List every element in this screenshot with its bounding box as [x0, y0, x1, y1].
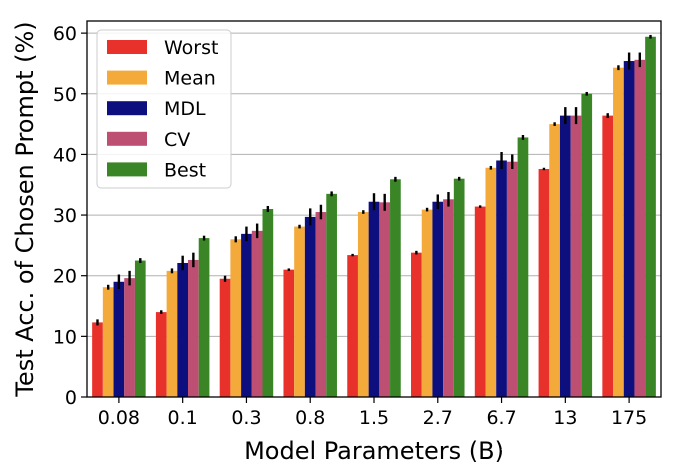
x-axis-label: Model Parameters (B) [244, 437, 504, 465]
y-tick-label: 10 [53, 326, 77, 348]
bar-mean-6.7 [485, 167, 497, 397]
bar-best-2.7 [453, 178, 465, 397]
watermark: 知乎 @避暑山庄梁朝伟 [501, 434, 676, 454]
x-tick-label: 1.5 [359, 407, 389, 429]
bar-worst-2.7 [411, 252, 422, 397]
bar-mean-0.08 [102, 287, 114, 397]
y-tick-label: 30 [53, 205, 77, 227]
bar-worst-0.3 [219, 278, 231, 397]
x-axis-ticks: 0.08 0.1 0.3 0.8 1.5 2.7 6.7 13 175 [98, 397, 647, 429]
legend-swatch-best [107, 162, 147, 177]
bar-mdl-0.1 [177, 262, 189, 397]
bar-mean-0.1 [166, 270, 178, 397]
bar-cv-0.8 [315, 212, 327, 397]
bar-worst-6.7 [474, 206, 486, 397]
x-tick-label: 2.7 [423, 407, 453, 429]
bar-mdl-2.7 [432, 201, 444, 397]
error-bars [96, 34, 652, 326]
bar-best-0.1 [198, 238, 210, 397]
bar-mean-175 [613, 67, 624, 397]
legend-label-worst: Worst [164, 37, 218, 59]
legend-label-mean: Mean [164, 68, 216, 90]
x-tick-label: 0.1 [168, 407, 198, 429]
bar-best-0.08 [134, 260, 146, 397]
bar-mdl-0.3 [241, 233, 252, 397]
bar-mdl-1.5 [368, 201, 380, 397]
bar-cv-0.08 [124, 278, 135, 397]
y-tick-label: 50 [53, 84, 77, 106]
bar-cv-0.3 [251, 230, 263, 397]
bar-worst-175 [602, 115, 614, 398]
bar-worst-13 [538, 168, 550, 397]
legend-label-best: Best [164, 159, 206, 181]
legend-label-cv: CV [164, 129, 190, 151]
bar-worst-0.1 [155, 312, 167, 397]
bar-worst-0.8 [283, 269, 295, 397]
legend: Worst Mean MDL CV Best [96, 29, 232, 189]
legend-swatch-mean [107, 70, 147, 85]
x-tick-label: 0.8 [295, 407, 325, 429]
x-tick-label: 0.08 [98, 407, 140, 429]
bar-best-13 [581, 93, 593, 397]
bar-mdl-13 [559, 115, 571, 398]
bar-mean-1.5 [357, 212, 369, 397]
bar-best-0.3 [262, 209, 274, 397]
x-tick-label: 6.7 [486, 407, 516, 429]
x-tick-label: 13 [553, 407, 577, 429]
legend-swatch-cv [107, 131, 147, 146]
y-tick-label: 20 [53, 266, 77, 288]
bar-cv-0.1 [188, 259, 199, 397]
bar-mdl-0.08 [113, 281, 125, 397]
bar-best-6.7 [517, 137, 529, 397]
y-tick-label: 60 [53, 23, 77, 45]
x-tick-label: 175 [611, 407, 647, 429]
y-axis-label: Test Acc. of Chosen Prompt (%) [11, 21, 39, 397]
y-tick-label: 40 [53, 144, 77, 166]
legend-frame [96, 29, 232, 189]
bar-cv-1.5 [379, 202, 391, 397]
x-tick-label: 0.3 [231, 407, 261, 429]
bar-best-175 [645, 36, 656, 398]
bar-cv-6.7 [506, 161, 518, 397]
legend-swatch-worst [107, 40, 147, 54]
bar-marks [92, 36, 656, 398]
bar-worst-0.08 [92, 322, 103, 397]
y-axis-ticks: 0 10 20 30 40 50 60 [53, 23, 87, 409]
bar-mdl-0.8 [304, 216, 316, 397]
bar-mean-2.7 [421, 209, 433, 397]
bar-best-1.5 [390, 179, 401, 397]
bar-mean-0.3 [230, 239, 242, 397]
bar-mdl-175 [623, 61, 635, 397]
bar-mean-0.8 [294, 226, 305, 397]
bar-worst-1.5 [347, 255, 358, 397]
bar-cv-13 [570, 115, 582, 398]
legend-swatch-mdl [107, 101, 147, 116]
legend-label-mdl: MDL [164, 98, 206, 120]
bar-best-0.8 [326, 193, 337, 397]
y-tick-label: 0 [65, 387, 77, 409]
bar-mdl-6.7 [496, 160, 507, 397]
bar-mean-13 [549, 124, 560, 397]
bar-cv-175 [634, 59, 646, 398]
bar-cv-2.7 [443, 199, 454, 397]
